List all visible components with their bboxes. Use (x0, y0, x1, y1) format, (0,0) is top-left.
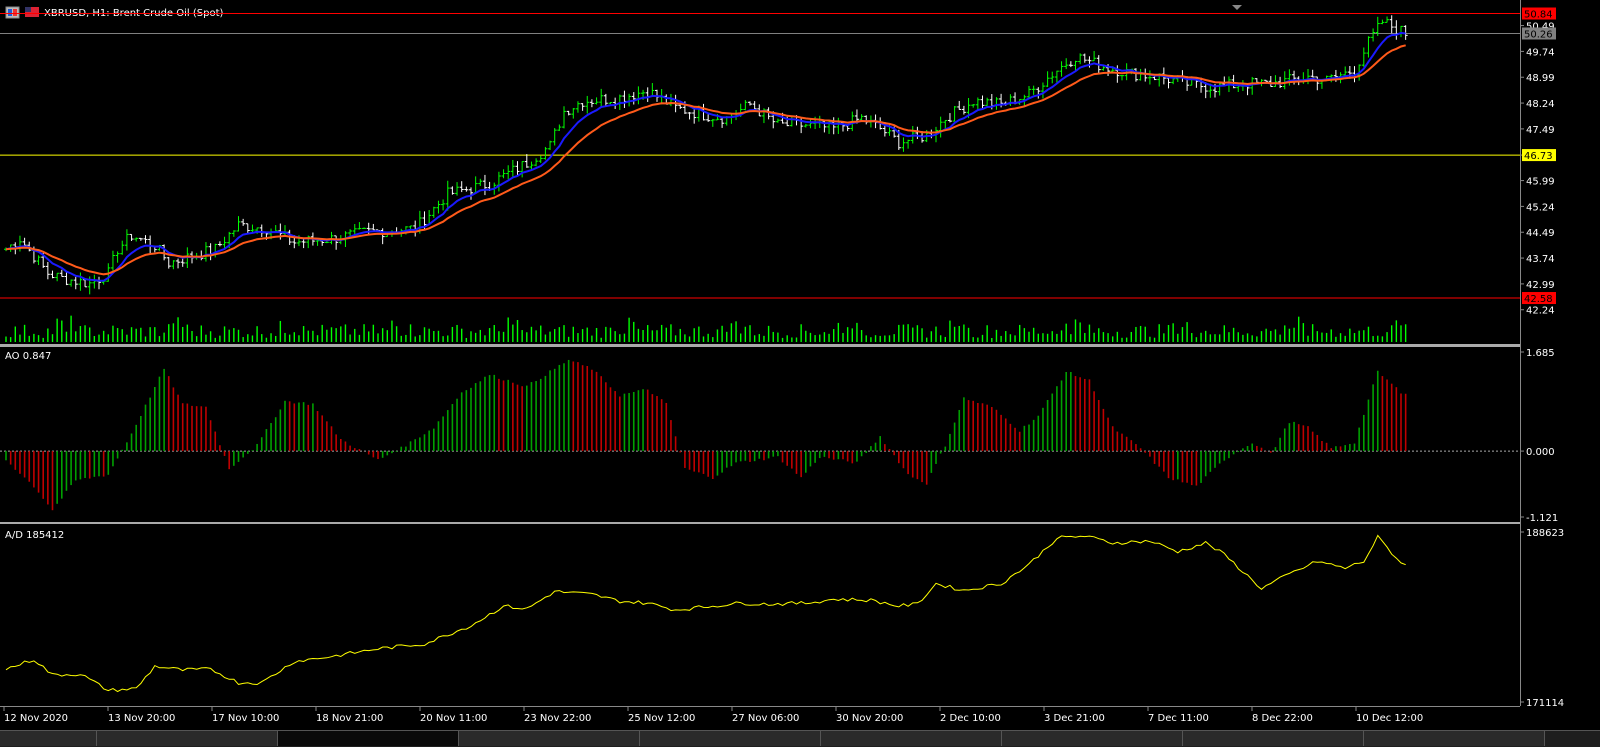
high-level-label: 50.84 (1524, 10, 1553, 21)
time-axis: 12 Nov 2020 13 Nov 20:00 17 Nov 10:00 18 No… (3, 706, 1423, 724)
ad-line (5, 534, 1406, 693)
time-tick-label: 27 Nov 06:00 (732, 713, 799, 724)
time-tick-label: 8 Dec 22:00 (1252, 713, 1313, 724)
chart-tab[interactable] (97, 731, 278, 746)
time-tick-label: 3 Dec 21:00 (1044, 713, 1105, 724)
chart-window-icon-part (13, 9, 17, 16)
price-tick-label: 49.74 (1526, 47, 1555, 58)
pane-separator[interactable] (0, 522, 1520, 524)
chart-window-icon-part (8, 9, 12, 16)
high-level-tag (1522, 7, 1556, 20)
chart-tab[interactable] (1183, 731, 1364, 746)
chart-tab[interactable] (640, 731, 821, 746)
time-tick-label: 17 Nov 10:00 (212, 713, 279, 724)
ao-axis: 1.685 0.000 -1.121 (1520, 348, 1558, 524)
ad-indicator-label: A/D 185412 (5, 530, 64, 541)
time-tick-label: 10 Dec 12:00 (1356, 713, 1423, 724)
chart-tab-strip (0, 730, 1600, 747)
ad-tick-label: 188623 (1526, 528, 1564, 539)
slow-moving-average-line (5, 44, 1406, 276)
price-tick-label: 45.99 (1526, 177, 1555, 188)
chart-tab[interactable] (0, 731, 97, 746)
ao-tick-label: 0.000 (1526, 447, 1555, 458)
support-level-tag (1522, 149, 1556, 162)
chart-shift-marker[interactable] (1232, 5, 1242, 10)
time-tick-label: 25 Nov 12:00 (628, 713, 695, 724)
time-tick-label: 23 Nov 22:00 (524, 713, 591, 724)
low-level-label: 42.58 (1524, 294, 1553, 305)
ao-histogram (0, 359, 1520, 511)
price-tick-label: 44.49 (1526, 228, 1555, 239)
chart-window-icon[interactable] (5, 6, 20, 19)
time-tick-label: 7 Dec 11:00 (1148, 713, 1209, 724)
ao-indicator-label: AO 0.847 (5, 351, 51, 362)
price-levels (0, 13, 1520, 299)
time-tick-label: 12 Nov 2020 (4, 713, 68, 724)
ad-axis: 188623 171114 (1520, 528, 1564, 709)
ad-tick-label: 171114 (1526, 698, 1564, 709)
chart-tab[interactable] (1364, 731, 1545, 746)
price-tick-label: 47.49 (1526, 125, 1555, 136)
ao-tick-label: 1.685 (1526, 348, 1555, 359)
volume-bars (5, 315, 1407, 342)
price-tick-label: 48.24 (1526, 99, 1555, 110)
pane-separator[interactable] (0, 344, 1520, 347)
ad-series-line (5, 534, 1406, 693)
support-level-label: 46.73 (1524, 151, 1553, 162)
time-tick-label: 20 Nov 11:00 (420, 713, 487, 724)
chart-tab[interactable] (821, 731, 1002, 746)
time-tick-label: 13 Nov 20:00 (108, 713, 175, 724)
price-tick-label: 45.24 (1526, 202, 1555, 213)
flag-icon-canton (25, 7, 31, 12)
time-tick-label: 30 Nov 20:00 (836, 713, 903, 724)
moving-averages (5, 31, 1406, 282)
current-price-label: 50.26 (1524, 29, 1553, 40)
time-tick-label: 18 Nov 21:00 (316, 713, 383, 724)
ao-tick-label: -1.121 (1526, 513, 1558, 524)
low-level-tag (1522, 292, 1556, 305)
flag-icon (25, 7, 39, 17)
price-tick-label: 48.99 (1526, 73, 1555, 84)
chart-tab[interactable] (1002, 731, 1183, 746)
price-tick-label: 50.49 (1526, 22, 1555, 33)
time-tick-label: 2 Dec 10:00 (940, 713, 1001, 724)
chart-tab[interactable] (459, 731, 640, 746)
fast-moving-average-line (5, 31, 1406, 282)
chart-tab[interactable] (278, 731, 459, 746)
price-tick-label: 43.74 (1526, 254, 1555, 265)
current-price-tag (1522, 27, 1556, 40)
price-tick-label: 42.99 (1526, 280, 1555, 291)
price-tick-label: 42.24 (1526, 306, 1555, 317)
